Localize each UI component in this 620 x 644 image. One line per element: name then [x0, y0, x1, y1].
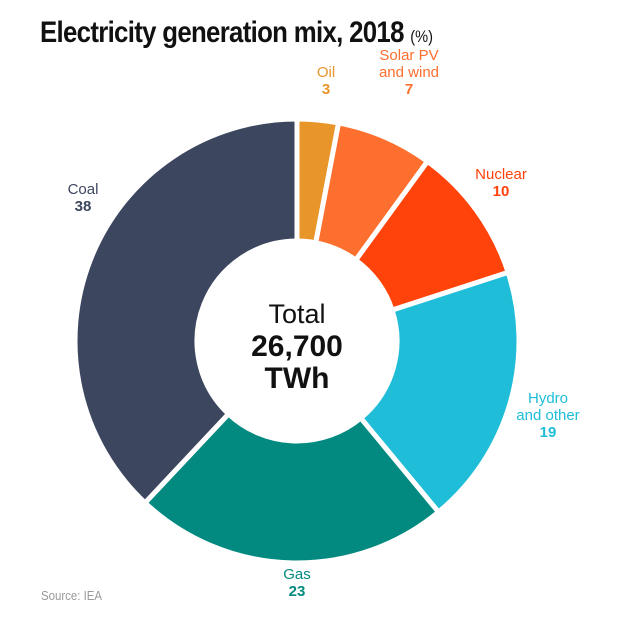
slice-label-nuclear: Nuclear 10	[475, 166, 527, 200]
slice-label-oil: Oil 3	[317, 64, 335, 98]
slice-label-coal: Coal 38	[68, 181, 99, 215]
slice-label-name: Hydro	[528, 390, 568, 407]
slice-label-name: Gas	[283, 566, 311, 583]
slice-label-name: Oil	[317, 64, 335, 81]
slice-label-value: 38	[75, 198, 92, 215]
slice-label-gas: Gas 23	[283, 566, 311, 600]
slice-label-value: 7	[405, 81, 413, 98]
slice-label-value: 19	[540, 424, 557, 441]
center-total-unit: TWh	[265, 362, 330, 395]
slice-gas	[141, 410, 443, 566]
slice-label-solar-pv-and-wind: Solar PV and wind 7	[379, 47, 439, 98]
slice-label-name: Coal	[68, 181, 99, 198]
slice-label-value: 10	[493, 183, 510, 200]
slice-coal	[72, 116, 300, 507]
slice-label-name: and other	[516, 407, 579, 424]
center-total-label: Total	[268, 299, 325, 329]
slice-label-value: 23	[289, 583, 306, 600]
slice-label-value: 3	[322, 81, 330, 98]
chart-title-text: Electricity generation mix, 2018	[40, 16, 404, 49]
center-total-value: 26,700	[251, 330, 343, 363]
slice-labels: Oil 3 Solar PV and wind 7 Nuclear 10 Hydro and o…	[68, 47, 580, 600]
chart-title: Electricity generation mix, 2018 (%)	[40, 16, 433, 50]
slice-hydro-and-other	[357, 269, 522, 516]
donut-slices	[72, 116, 522, 566]
slice-label-hydro-and-other: Hydro and other 19	[516, 390, 579, 441]
slice-label-name: Solar PV	[379, 47, 438, 64]
center-label: Total 26,700 TWh	[251, 299, 343, 395]
source-note: Source: IEA	[41, 588, 103, 603]
slice-label-name: Nuclear	[475, 166, 527, 183]
chart-unit-label: (%)	[410, 27, 433, 46]
slice-label-name: and wind	[379, 64, 439, 81]
